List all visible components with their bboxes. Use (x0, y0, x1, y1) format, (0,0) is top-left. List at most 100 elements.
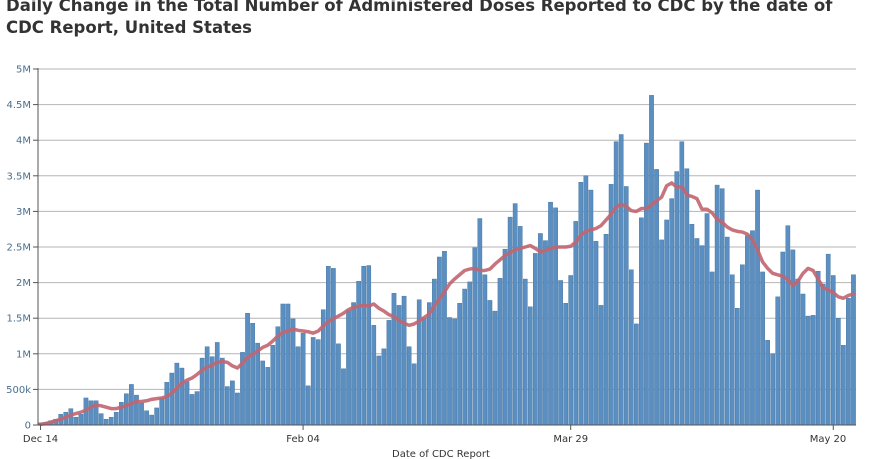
bar (492, 310, 498, 426)
y-tick-label: 4M (16, 136, 31, 147)
bar (300, 332, 306, 426)
bar (482, 274, 488, 426)
bar (452, 318, 457, 426)
bar (851, 274, 856, 426)
bar (800, 293, 806, 426)
bar (729, 274, 735, 426)
bar (527, 306, 533, 426)
bar (765, 340, 770, 426)
bar (502, 248, 508, 426)
bar (144, 410, 149, 426)
bar (522, 278, 528, 426)
bar (613, 141, 619, 426)
y-tick-label: 3M (16, 207, 31, 218)
bar (204, 346, 210, 426)
bar (341, 368, 346, 426)
bar (558, 280, 563, 426)
bar (134, 394, 139, 426)
bar (487, 300, 493, 426)
bar (265, 367, 271, 426)
bar (750, 230, 755, 426)
bar (810, 315, 816, 426)
y-tick-label: 4.5M (6, 100, 31, 111)
bar (235, 392, 240, 426)
bar (189, 394, 195, 426)
x-axis-tick-labels: Dec 14 Feb 04 Mar 29 May 20 (23, 434, 846, 445)
y-tick-label: 0 (25, 421, 31, 432)
bar (295, 346, 301, 426)
bar (154, 407, 159, 426)
bar (820, 283, 826, 426)
bar (401, 295, 407, 426)
bar (406, 346, 412, 426)
bar (568, 275, 574, 426)
bar (366, 265, 372, 426)
bar (628, 269, 634, 426)
bar (664, 219, 669, 426)
bar (336, 343, 341, 426)
bar (346, 310, 351, 426)
bar (497, 278, 503, 426)
bar (841, 345, 846, 426)
bar (563, 303, 568, 426)
bar (618, 134, 624, 426)
bar (351, 302, 356, 426)
bar (285, 303, 291, 426)
y-tick-label: 1.5M (6, 314, 31, 325)
bar (679, 141, 685, 426)
bar (164, 382, 170, 426)
bar (331, 268, 336, 426)
bar (462, 288, 467, 426)
bar (790, 249, 796, 426)
bar (184, 381, 190, 426)
bar (356, 280, 361, 426)
bar (735, 308, 740, 426)
bar (760, 271, 765, 426)
bar (214, 342, 220, 426)
bar (775, 296, 781, 426)
y-tick-label: 2.5M (6, 243, 31, 254)
bar (553, 207, 558, 426)
bar (634, 323, 639, 426)
bar (396, 305, 402, 426)
bar (255, 342, 260, 426)
bar (593, 241, 599, 426)
bar (805, 315, 811, 426)
bar (78, 414, 84, 426)
bar (770, 353, 776, 426)
bar (174, 362, 180, 426)
bar (740, 264, 745, 426)
bar (149, 414, 154, 426)
bar (588, 189, 594, 426)
x-tick-label: May 20 (810, 434, 847, 445)
y-tick-label: 3.5M (6, 171, 31, 182)
bar (785, 225, 791, 426)
bar (275, 326, 281, 426)
bar (623, 186, 629, 426)
bar (88, 400, 94, 426)
bar (457, 303, 462, 426)
bar (846, 298, 851, 426)
moving-average-line (38, 181, 856, 427)
bar (578, 182, 584, 426)
bar (108, 416, 114, 426)
bar (260, 360, 266, 426)
bar (230, 380, 235, 426)
bar (755, 189, 760, 426)
bar (421, 318, 427, 426)
bar (411, 363, 417, 426)
bar (659, 239, 664, 426)
x-tick-label: Feb 04 (286, 434, 320, 445)
bar (538, 233, 543, 426)
bar (315, 339, 321, 426)
bar (124, 393, 129, 426)
bar (533, 253, 538, 426)
y-tick-label: 1M (16, 349, 31, 360)
bar-series (38, 95, 856, 426)
bar (280, 303, 286, 426)
bar (603, 233, 609, 426)
bar (724, 236, 730, 426)
bar (694, 238, 700, 426)
bar (467, 281, 473, 426)
bar (432, 278, 437, 426)
